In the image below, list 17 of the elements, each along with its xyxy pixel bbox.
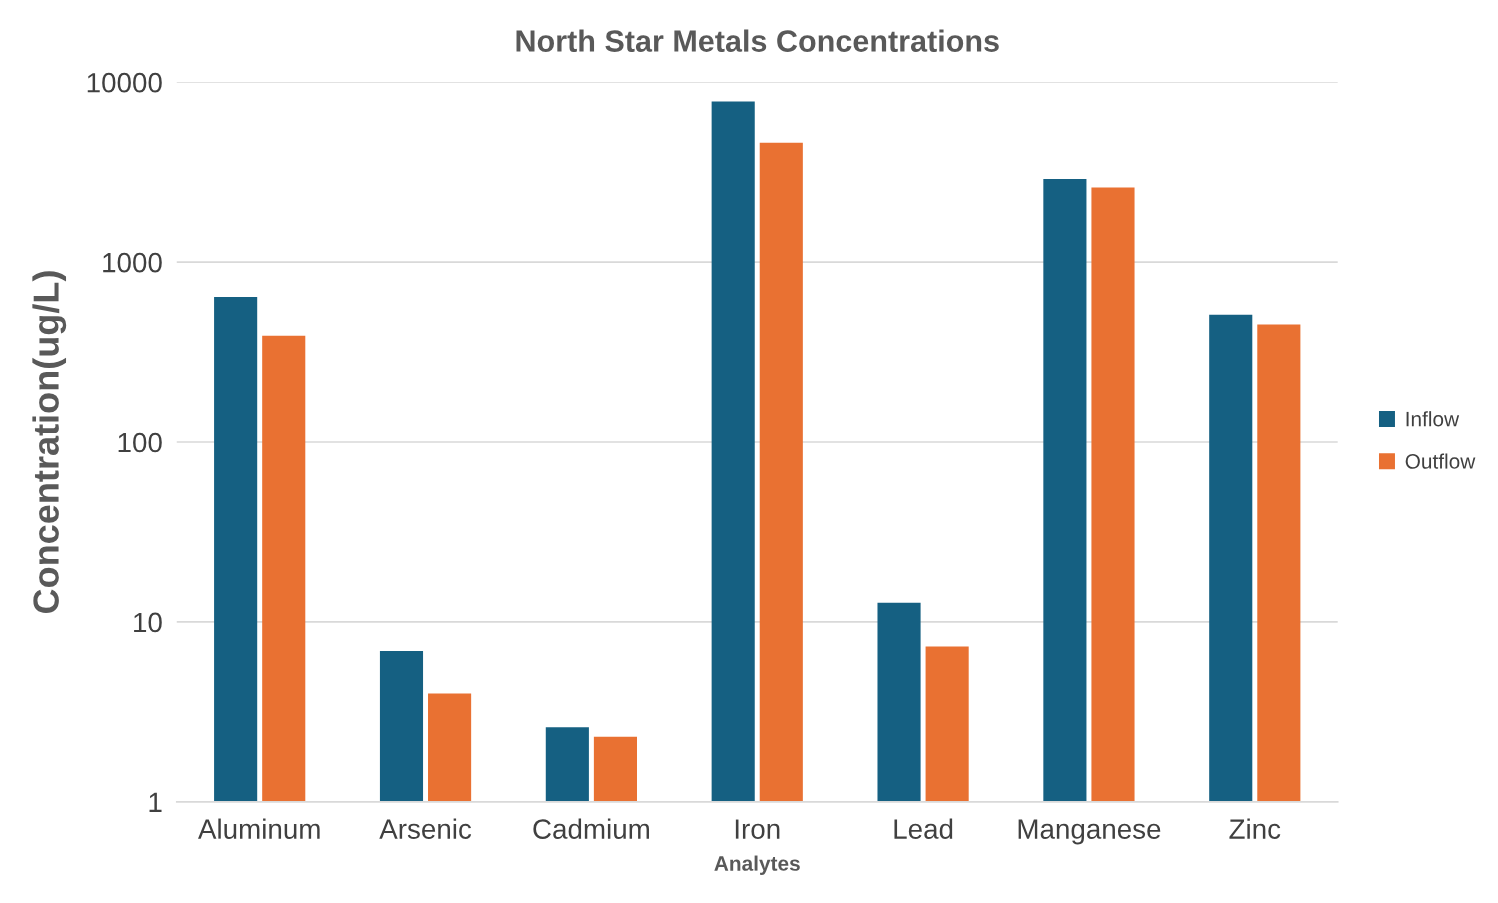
legend-label: Inflow bbox=[1406, 411, 1460, 427]
x-tick-label: Manganese bbox=[1018, 819, 1161, 845]
y-tick-label: 1 bbox=[149, 792, 162, 812]
x-tick-label: Arsenic bbox=[379, 818, 472, 839]
x-tick-label: Cadmium bbox=[533, 818, 649, 839]
chart-title: North Star Metals Concentrations bbox=[516, 29, 999, 52]
y-tick-label: 1000 bbox=[103, 252, 162, 273]
y-axis-title: Concentration(ug/L) bbox=[32, 271, 67, 614]
y-tick-label: 10 bbox=[134, 612, 162, 633]
legend-label: Outflow bbox=[1405, 453, 1476, 469]
x-tick-label: Aluminum bbox=[198, 818, 320, 839]
x-axis-title: Analytes bbox=[714, 855, 800, 875]
x-tick-label: Iron bbox=[735, 819, 780, 839]
x-tick-label: Lead bbox=[894, 818, 953, 839]
x-tick-label: Zinc bbox=[1229, 818, 1281, 839]
y-tick-label: 10000 bbox=[87, 72, 162, 93]
y-tick-label: 100 bbox=[118, 432, 162, 453]
